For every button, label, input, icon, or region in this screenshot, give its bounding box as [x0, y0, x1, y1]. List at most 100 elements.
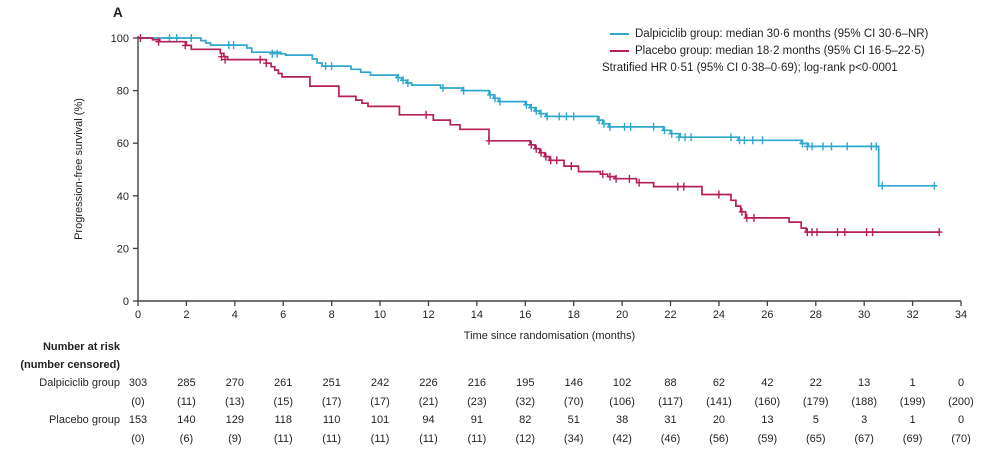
risk-at-number: 101	[370, 414, 390, 426]
risk-at-number: 270	[225, 377, 244, 389]
x-tick-label: 24	[713, 309, 725, 321]
censor-mark-dalpiciclib	[799, 139, 806, 148]
censor-mark-dalpiciclib	[404, 79, 412, 87]
censor-mark-placebo	[863, 228, 870, 237]
censor-mark-placebo	[813, 228, 821, 237]
legend-label-placebo: Placebo group: median 18·2 months (95% C…	[635, 45, 925, 58]
risk-censored-number: (34)	[563, 433, 584, 445]
risk-at-number: 91	[470, 414, 483, 426]
risk-at-number: 226	[419, 377, 438, 389]
risk-row-label: Placebo group	[49, 414, 120, 426]
risk-censored-number: (0)	[131, 396, 145, 408]
x-tick-label: 4	[232, 309, 238, 321]
x-axis-title: Time since randomisation (months)	[463, 330, 636, 342]
x-tick-label: 32	[906, 309, 918, 321]
risk-at-number: 13	[858, 377, 871, 389]
risk-censored-number: (0)	[131, 433, 145, 445]
censor-mark-dalpiciclib	[328, 62, 335, 71]
risk-censored-number: (9)	[228, 433, 242, 445]
risk-at-number: 153	[128, 414, 148, 426]
risk-at-number: 31	[664, 414, 677, 426]
km-curve-placebo	[138, 37, 940, 233]
risk-row-label: Dalpiciclib group	[39, 377, 120, 389]
censor-mark-dalpiciclib	[533, 106, 540, 115]
y-tick-label: 0	[123, 296, 129, 308]
censor-mark-dalpiciclib	[166, 34, 173, 42]
x-tick-label: 22	[664, 309, 676, 321]
risk-at-number: 51	[567, 414, 580, 426]
dalpiciclib-line-swatch-icon	[610, 32, 629, 35]
risk-censored-number: (11)	[419, 433, 438, 445]
risk-at-number: 251	[322, 377, 341, 389]
risk-at-number: 3	[861, 414, 868, 426]
legend-item-placebo: Placebo group: median 18·2 months (95% C…	[602, 43, 928, 61]
x-tick-label: 10	[374, 309, 386, 321]
x-tick-label: 12	[422, 309, 434, 321]
censor-mark-dalpiciclib	[543, 112, 551, 121]
censor-mark-dalpiciclib	[399, 76, 407, 85]
censor-mark-placebo	[869, 228, 876, 237]
risk-censored-number: (106)	[609, 396, 635, 408]
censor-mark-placebo	[137, 34, 144, 42]
censor-mark-placebo	[542, 152, 550, 161]
censor-mark-placebo	[533, 144, 540, 153]
censor-mark-placebo	[606, 172, 614, 181]
risk-censored-number: (188)	[851, 396, 878, 408]
legend-item-dalpiciclib: Dalpiciclib group: median 30·6 months (9…	[602, 25, 928, 43]
censor-mark-dalpiciclib	[675, 133, 683, 142]
risk-censored-number: (70)	[563, 396, 584, 408]
censor-mark-placebo	[715, 190, 723, 199]
risk-censored-number: (11)	[322, 433, 342, 445]
risk-table-header-line1: Number at risk	[42, 341, 120, 353]
risk-at-number: 42	[761, 377, 774, 389]
x-tick-label: 8	[329, 309, 335, 321]
censor-mark-dalpiciclib	[873, 142, 880, 151]
risk-at-number: 303	[128, 377, 148, 389]
risk-at-number: 261	[274, 377, 293, 389]
censor-mark-dalpiciclib	[460, 86, 467, 95]
risk-censored-number: (17)	[321, 396, 342, 408]
censor-mark-dalpiciclib	[808, 142, 816, 151]
y-tick-label: 60	[117, 138, 129, 150]
censor-mark-dalpiciclib	[844, 142, 851, 151]
risk-at-number: 140	[177, 414, 196, 426]
censor-mark-dalpiciclib	[322, 62, 329, 71]
x-tick-label: 6	[280, 309, 286, 321]
censor-mark-placebo	[182, 41, 189, 50]
censor-mark-placebo	[635, 178, 643, 187]
censor-mark-placebo	[841, 228, 848, 237]
censor-mark-placebo	[674, 182, 681, 191]
censor-mark-dalpiciclib	[523, 100, 530, 109]
x-tick-label: 20	[616, 309, 628, 321]
censor-mark-dalpiciclib	[274, 49, 281, 58]
risk-censored-number: (179)	[802, 396, 829, 408]
censor-mark-dalpiciclib	[439, 84, 447, 92]
risk-at-number: 1	[909, 377, 916, 389]
censor-mark-dalpiciclib	[759, 136, 766, 145]
risk-censored-number: (160)	[754, 396, 781, 408]
risk-at-number: 1	[909, 414, 916, 426]
risk-at-number: 216	[467, 377, 487, 389]
censor-mark-placebo	[743, 213, 750, 222]
risk-at-number: 82	[519, 414, 532, 426]
risk-at-number: 22	[809, 377, 822, 389]
risk-at-number: 5	[812, 414, 819, 426]
censor-mark-dalpiciclib	[496, 97, 504, 106]
risk-censored-number: (13)	[225, 396, 245, 408]
risk-at-number: 94	[422, 414, 435, 426]
x-tick-label: 16	[519, 309, 531, 321]
censor-mark-dalpiciclib	[528, 103, 535, 112]
risk-censored-number: (11)	[273, 433, 293, 445]
censor-mark-placebo	[936, 228, 943, 237]
censor-mark-dalpiciclib	[749, 136, 756, 145]
censor-mark-dalpiciclib	[687, 133, 695, 142]
censor-mark-dalpiciclib	[621, 122, 628, 131]
risk-at-number: 285	[177, 377, 196, 389]
risk-censored-number: (200)	[948, 396, 974, 408]
censor-mark-dalpiciclib	[487, 90, 494, 99]
x-tick-label: 26	[761, 309, 773, 321]
risk-at-number: 242	[370, 377, 390, 389]
censor-mark-dalpiciclib	[828, 142, 835, 151]
censor-mark-dalpiciclib	[230, 41, 237, 50]
